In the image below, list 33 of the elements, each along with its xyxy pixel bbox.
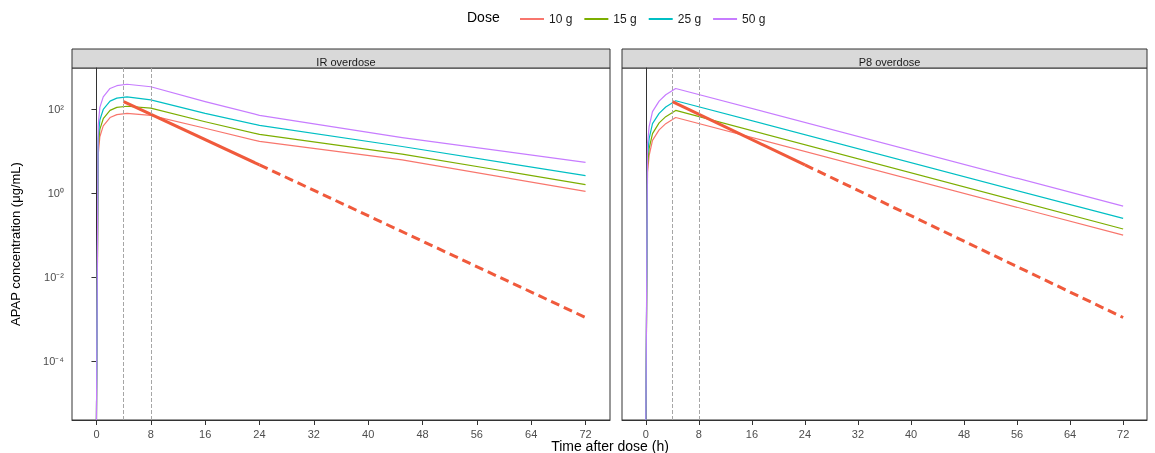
- x-tick-label: 24: [798, 427, 812, 440]
- x-tick-label: 72: [1117, 427, 1130, 440]
- x-tick-label: 72: [579, 427, 592, 440]
- x-tick-label: 56: [1010, 427, 1024, 440]
- x-tick-label: 24: [253, 427, 266, 440]
- legend-title: Dose: [467, 9, 500, 25]
- x-axis-title: Time after dose (h): [551, 438, 669, 453]
- x-tick-label: 48: [416, 427, 429, 440]
- x-tick-label: 32: [851, 427, 865, 440]
- x-tick-label: 0: [93, 427, 100, 440]
- x-tick-label: 16: [745, 427, 759, 440]
- chart-title: P8 overdose: [858, 55, 921, 68]
- x-tick-label: 40: [362, 427, 375, 440]
- legend-label: 25 g: [677, 12, 702, 26]
- x-tick-label: 32: [307, 427, 320, 440]
- x-tick-label: 56: [470, 427, 483, 440]
- legend-label: 15 g: [613, 12, 637, 26]
- y-tick-label: 10²: [48, 103, 65, 116]
- y-tick-label: 10⁰: [47, 187, 64, 200]
- chart-title: IR overdose: [316, 55, 376, 68]
- y-tick-label: 10⁻²: [44, 271, 65, 284]
- y-tick-label: 10⁻⁴: [43, 355, 65, 368]
- x-tick-label: 0: [642, 427, 649, 440]
- x-tick-label: 16: [199, 427, 212, 440]
- x-tick-label: 40: [904, 427, 918, 440]
- legend-label: 10 g: [549, 12, 573, 26]
- legend-label: 50 g: [742, 12, 766, 26]
- x-tick-label: 64: [525, 427, 538, 440]
- x-tick-label: 8: [695, 427, 702, 440]
- y-axis-title: APAP concentration (μg/mL): [8, 162, 23, 326]
- x-tick-label: 8: [147, 427, 154, 440]
- x-tick-label: 64: [1063, 427, 1077, 440]
- x-tick-label: 48: [957, 427, 971, 440]
